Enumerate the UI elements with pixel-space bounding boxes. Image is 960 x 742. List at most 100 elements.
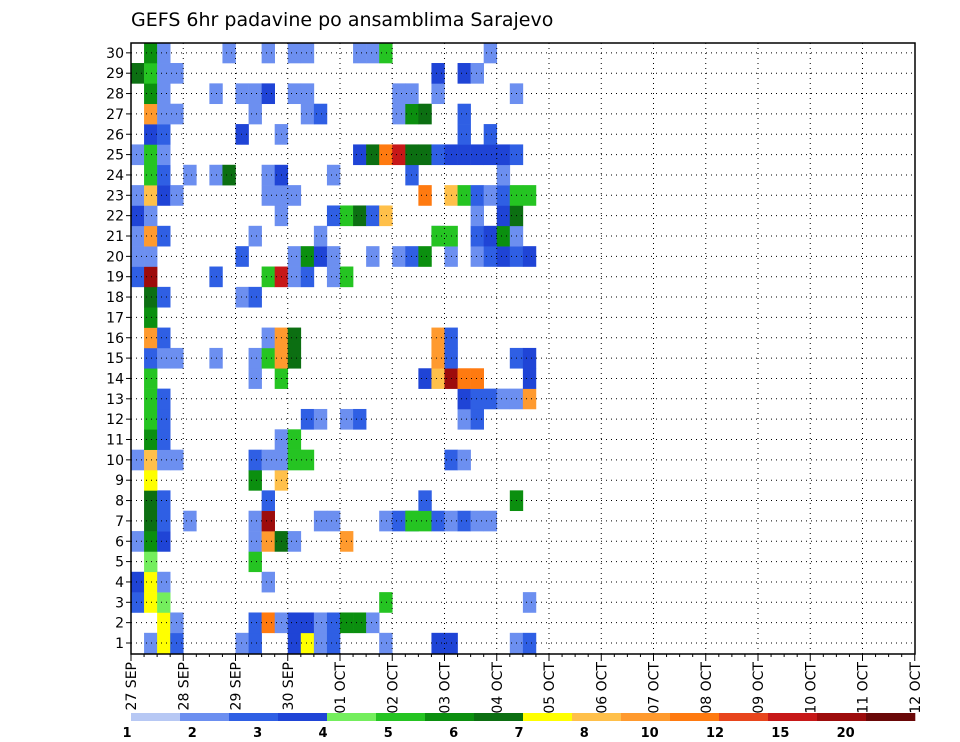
y-tick-label: 19 (106, 270, 124, 286)
colorbar-swatch (670, 713, 720, 721)
heatmap-cell (248, 470, 262, 491)
heatmap-cell (418, 103, 432, 125)
y-tick-label: 8 (115, 494, 124, 510)
heatmap-cell (144, 571, 158, 593)
heatmap-cell (379, 510, 393, 532)
heatmap-cell (313, 510, 328, 532)
x-tick-label: 05 OCT (542, 662, 558, 714)
heatmap-cell (157, 571, 171, 593)
heatmap-cell (131, 449, 145, 471)
heatmap-cell (313, 632, 328, 654)
heatmap-cell (300, 42, 315, 64)
heatmap-cell (287, 246, 302, 267)
heatmap-cell (248, 510, 262, 532)
heatmap-cell (248, 225, 262, 247)
heatmap-cell (300, 632, 315, 654)
heatmap-cell (261, 531, 275, 552)
heatmap-cell (470, 63, 484, 84)
heatmap-cell (144, 42, 158, 64)
heatmap-cell (131, 185, 145, 206)
heatmap-cell (313, 246, 328, 267)
x-tick-label: 30 SEP (281, 662, 297, 710)
y-tick-label: 23 (106, 188, 124, 204)
heatmap-cell (483, 124, 498, 145)
colorbar-swatch (817, 713, 867, 721)
heatmap-cell (157, 124, 171, 145)
heatmap-cell (144, 63, 158, 84)
y-tick-label: 3 (115, 595, 124, 611)
y-tick-label: 4 (115, 575, 124, 591)
heatmap-cell (366, 42, 380, 64)
colorbar-label: 8 (580, 726, 589, 741)
colorbar-swatch (719, 713, 769, 721)
heatmap-cell (287, 266, 302, 288)
heatmap-cell (457, 185, 471, 206)
heatmap-cell (144, 83, 158, 105)
x-tick-label: 29 SEP (229, 662, 245, 710)
heatmap-cell (392, 83, 406, 105)
heatmap-cell (496, 225, 511, 247)
heatmap-cell (496, 246, 511, 267)
heatmap-cell (470, 225, 484, 247)
heatmap-cell (261, 185, 275, 206)
heatmap-cell (379, 592, 393, 613)
x-tick-label: 07 OCT (647, 662, 663, 714)
heatmap-cell (261, 510, 275, 532)
heatmap-cell (235, 632, 249, 654)
x-tick-label: 06 OCT (594, 662, 610, 714)
colorbar-swatch (278, 713, 328, 721)
colorbar: 1 2 3 4 5 6 7 8 10 12 15 20 (122, 713, 916, 741)
heatmap-cell (522, 246, 537, 267)
y-tick-label: 5 (115, 555, 124, 571)
heatmap-cell (261, 83, 275, 105)
heatmap-cell (483, 225, 498, 247)
heatmap-cell (470, 510, 484, 532)
heatmap-cell (457, 388, 471, 410)
y-tick-label: 24 (106, 168, 124, 184)
heatmap-cell (144, 490, 158, 512)
heatmap-cell (131, 144, 145, 166)
y-tick-label: 6 (115, 534, 124, 550)
heatmap-cell (483, 388, 498, 410)
y-tick-label: 27 (106, 107, 124, 123)
heatmap-cell (287, 83, 302, 105)
heatmap-cell (157, 429, 171, 450)
heatmap-cell (300, 612, 315, 634)
heatmap-cell (522, 592, 537, 613)
heatmap-cell (287, 185, 302, 206)
heatmap-cell (261, 449, 275, 471)
heatmap-cell (131, 571, 145, 593)
heatmap-cell (144, 408, 158, 430)
colorbar-swatch (376, 713, 426, 721)
heatmap-cell (144, 347, 158, 369)
heatmap-cell (144, 592, 158, 613)
heatmap-cell (470, 205, 484, 227)
heatmap-cell (144, 124, 158, 145)
heatmap-cell (522, 632, 537, 654)
colorbar-swatch (229, 713, 279, 721)
heatmap-cell (261, 612, 275, 634)
heatmap-cell (248, 449, 262, 471)
colorbar-label: 2 (188, 726, 197, 741)
heatmap-cell (522, 347, 537, 369)
heatmap-cell (326, 266, 341, 288)
heatmap-cell (366, 144, 380, 166)
heatmap-cell (353, 205, 367, 227)
heatmap-cell (313, 408, 328, 430)
heatmap-cell (157, 327, 171, 349)
heatmap-cell (144, 103, 158, 125)
heatmap-cell (457, 449, 471, 471)
y-axis: 1234567891011121314151617181920212223242… (106, 46, 131, 652)
heatmap-cell (470, 368, 484, 389)
heatmap-cell (496, 205, 511, 227)
heatmap-cell (366, 205, 380, 227)
heatmap-cell (483, 185, 498, 206)
x-tick-label: 12 OCT (908, 662, 924, 714)
heatmap-cell (379, 42, 393, 64)
heatmap-cell (248, 83, 262, 105)
heatmap-cell (496, 144, 511, 166)
heatmap-cell (431, 347, 445, 369)
heatmap-cell (131, 205, 145, 227)
heatmap-cell (496, 388, 511, 410)
